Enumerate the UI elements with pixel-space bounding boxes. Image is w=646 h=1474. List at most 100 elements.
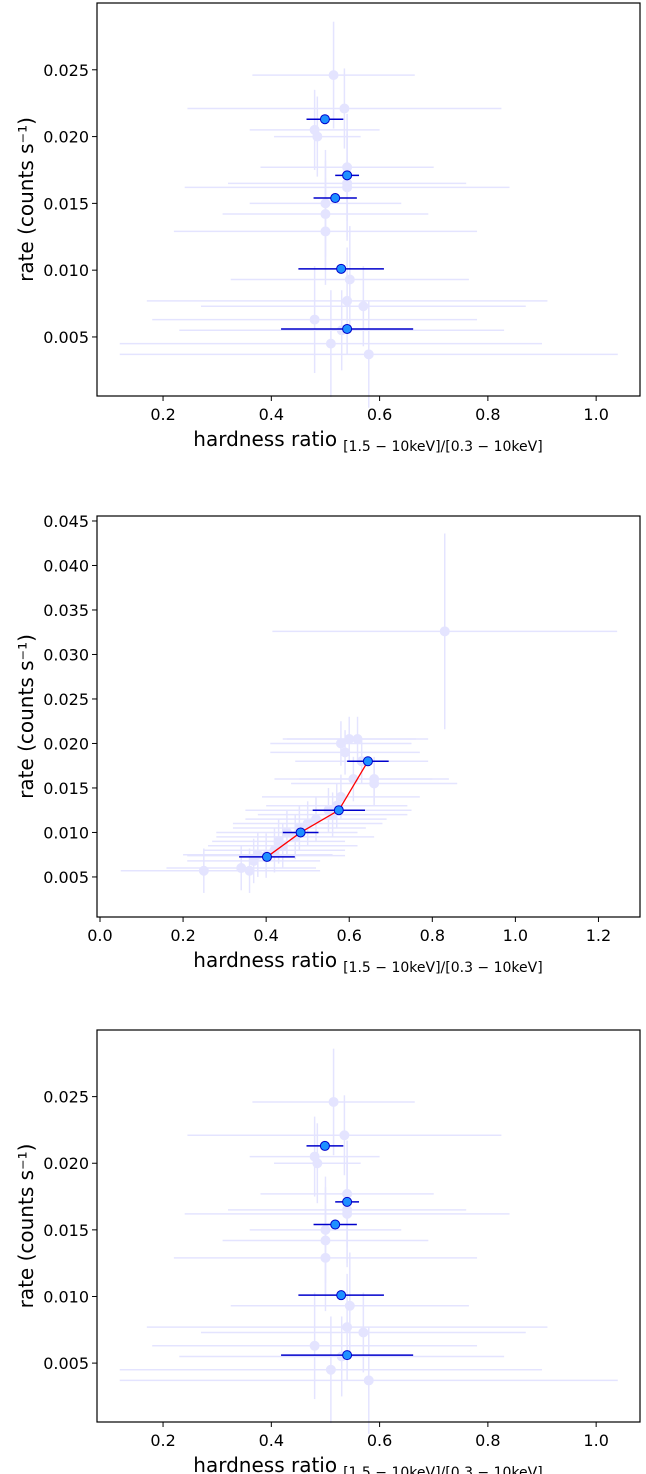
x-tick-label: 1.0 [503,926,528,945]
point [236,863,247,874]
point [342,295,353,306]
trend-line [266,760,369,858]
point [344,734,355,745]
point [309,124,320,135]
y-tick-label: 0.005 [43,1354,89,1373]
x-axis-label-main: hardness ratio [193,948,337,972]
point [369,774,380,785]
x-tick-label: 1.2 [586,926,611,945]
x-tick-label: 0.8 [475,405,500,424]
point [309,1151,320,1162]
point [320,198,331,209]
x-tick-label: 0.2 [150,1431,175,1450]
point [333,805,344,816]
point [342,1322,353,1333]
point [320,226,331,237]
x-tick-label: 1.0 [583,405,608,424]
y-tick-label: 0.005 [43,328,89,347]
y-tick-label: 0.015 [43,194,89,213]
x-tick-label: 0.4 [259,405,284,424]
x-tick-label: 0.8 [475,1431,500,1450]
y-axis-label: rate (counts s⁻¹) [14,1144,38,1309]
point [244,865,255,876]
x-axis-label-subscript: [1.5 − 10keV]/[0.3 − 10keV] [343,1465,543,1474]
point [252,849,263,860]
series [281,114,414,334]
point [369,778,380,789]
y-tick-label: 0.015 [43,779,89,798]
point [339,103,350,114]
point [340,747,351,758]
point [439,626,450,637]
x-tick-label: 0.6 [336,926,361,945]
point [312,1158,323,1169]
point [342,1196,353,1207]
y-tick-label: 0.030 [43,645,89,664]
y-tick-label: 0.045 [43,512,89,531]
y-tick-label: 0.015 [43,1221,89,1240]
series [239,756,389,862]
y-tick-label: 0.020 [43,1154,89,1173]
point [344,274,355,285]
plot-frame [96,2,641,397]
point [320,209,331,220]
plot-frame [96,1029,641,1423]
y-tick-label: 0.025 [43,61,89,80]
point [319,1140,330,1151]
point [273,836,284,847]
point [328,70,339,81]
x-tick-label: 0.6 [367,405,392,424]
point [325,1364,336,1375]
y-tick-label: 0.020 [43,128,89,147]
point [342,323,353,334]
y-axis-label: rate (counts s⁻¹) [14,634,38,799]
point [363,1375,374,1386]
x-tick-label: 0.6 [367,1431,392,1450]
y-tick-label: 0.005 [43,868,89,887]
point [320,1224,331,1235]
point [312,131,323,142]
y-tick-label: 0.010 [43,1287,89,1306]
point [342,170,353,181]
x-axis-label: hardness ratio [1.5 − 10keV]/[0.3 − 10keV… [193,1453,542,1474]
point [363,349,374,360]
point [339,1130,350,1141]
point [342,1208,353,1219]
series [119,1048,618,1434]
x-tick-label: 0.4 [253,926,278,945]
point [198,865,209,876]
y-tick-label: 0.025 [43,1088,89,1107]
x-tick-label: 0.2 [170,926,195,945]
panel: 0.2 0.4 0.6 0.8 1.0 0.005 0.010 0.015 0.020 0.025… [14,2,641,455]
point [330,193,341,204]
point [320,1235,331,1246]
point [319,114,330,125]
point [335,791,346,802]
y-axis-label: rate (counts s⁻¹) [14,117,38,282]
x-tick-label: 0.0 [87,926,112,945]
x-axis-label-subscript: [1.5 − 10keV]/[0.3 − 10keV] [343,439,543,455]
x-tick-label: 1.0 [583,1431,608,1450]
y-tick-label: 0.025 [43,690,89,709]
point [328,1096,339,1107]
x-tick-label: 0.4 [259,1431,284,1450]
point [325,338,336,349]
y-tick-label: 0.020 [43,734,89,753]
y-tick-label: 0.010 [43,823,89,842]
point [358,1327,369,1338]
point [261,851,272,862]
point [309,1340,320,1351]
point [320,1252,331,1263]
point [342,182,353,193]
panel: 0.0 0.2 0.4 0.6 0.8 1.0 1.2 0.005 0.010 0.015 0.02… [14,512,641,976]
y-tick-label: 0.035 [43,601,89,620]
point [335,738,346,749]
point [330,1219,341,1230]
x-axis-label-main: hardness ratio [193,1453,337,1474]
point [336,263,347,274]
point [342,1350,353,1361]
point [352,734,363,745]
x-axis-label-main: hardness ratio [193,427,337,451]
x-axis-label: hardness ratio [1.5 − 10keV]/[0.3 − 10keV… [193,427,542,455]
